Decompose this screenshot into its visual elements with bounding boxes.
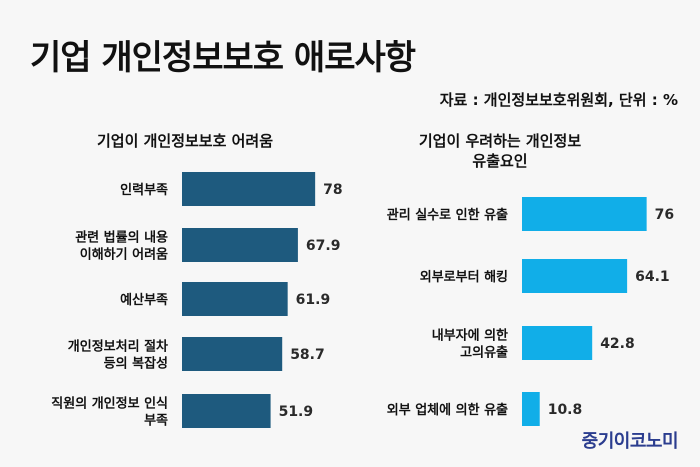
left-category-label: 직원의 개인정보 인식 [51,396,168,412]
right-category-label: 내부자에 의한 [432,328,508,344]
source-note: 자료 : 개인정보보호위원회, 단위 : % [439,91,678,109]
left-value-label: 61.9 [296,292,331,308]
left-category-label: 부족 [144,414,168,429]
left-category-label: 개인정보처리 절차 [68,339,168,355]
right-category-label: 외부 업체에 의한 유출 [387,402,508,418]
right-value-label: 42.8 [600,336,635,352]
right-value-label: 64.1 [635,269,670,285]
right-bar [522,392,540,426]
left-category-label: 관련 법률의 내용 [75,230,168,246]
right-chart-title-line-2: 유출요인 [472,152,528,170]
left-chart-title: 기업이 개인정보보호 어려움 [96,132,274,150]
left-value-label: 58.7 [290,347,325,363]
brand-logo: 중기이코노미 [581,431,679,452]
right-value-label: 76 [655,207,674,223]
left-category-label: 등의 복잡성 [104,356,168,372]
left-category-label: 예산부족 [120,292,168,308]
left-bar [182,337,283,371]
left-category-label: 인력부족 [120,182,168,198]
right-bar [522,197,647,231]
right-value-label: 10.8 [548,402,583,418]
left-bar [182,282,288,316]
page-title: 기업 개인정보보호 애로사항 [30,38,416,78]
left-category-label: 이해하기 어려움 [80,247,168,263]
left-bar [182,228,298,262]
right-bar [522,326,593,360]
right-category-label: 고의유출 [460,345,508,361]
left-bar [182,172,316,206]
left-value-label: 51.9 [279,404,314,420]
left-bar [182,394,271,428]
right-chart-title-line-1: 기업이 우려하는 개인정보 [418,132,582,150]
right-bar [522,259,628,293]
right-category-label: 관리 실수로 인한 유출 [387,207,508,223]
right-category-label: 외부로부터 해킹 [420,269,508,285]
left-value-label: 78 [323,182,342,198]
right-chart-title: 기업이 우려하는 개인정보 유출요인 [370,131,630,171]
left-value-label: 67.9 [306,238,341,254]
